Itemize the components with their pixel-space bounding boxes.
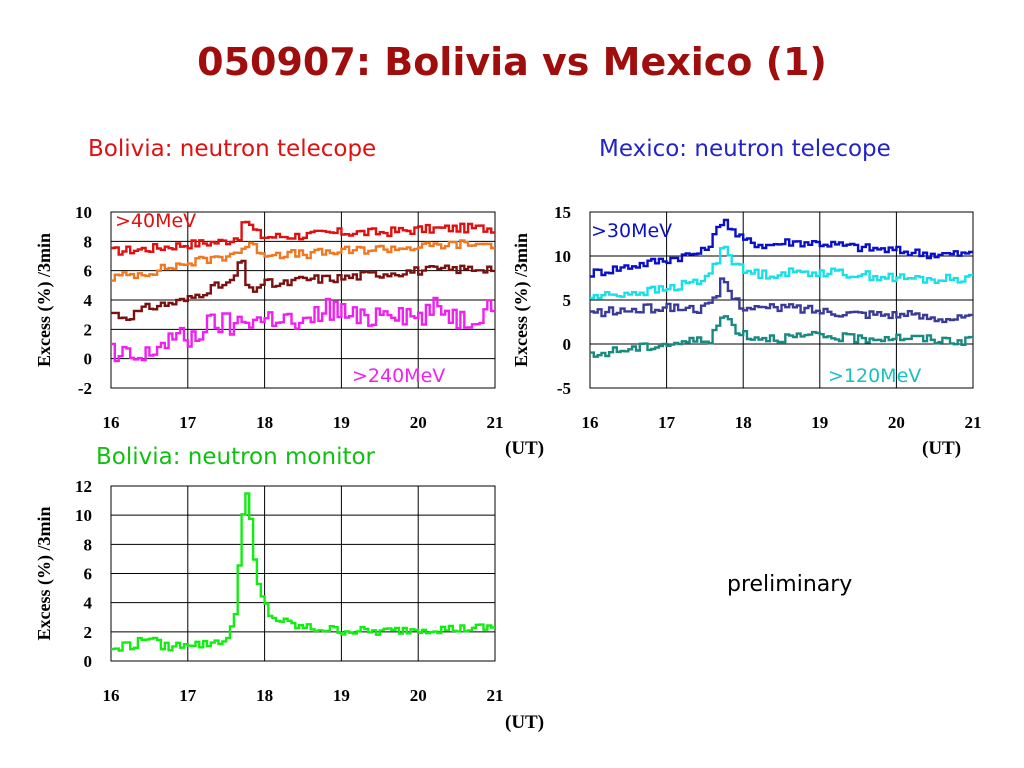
label-240mev: >240MeV <box>352 365 445 387</box>
series-line <box>590 315 973 358</box>
y-tick-label: 10 <box>554 247 571 266</box>
y-axis-label: Excess (%) /3min <box>34 507 55 641</box>
label-30mev: >30MeV <box>591 220 672 242</box>
ut-label-mexico-telescope: (UT) <box>922 438 962 459</box>
x-tick-label: 20 <box>410 686 427 705</box>
x-tick-label: 16 <box>582 413 599 432</box>
y-tick-label: 10 <box>75 506 92 525</box>
x-tick-label: 19 <box>333 413 350 432</box>
y-tick-label: 6 <box>84 262 93 281</box>
x-tick-label: 21 <box>487 413 504 432</box>
x-tick-label: 20 <box>888 413 905 432</box>
y-tick-label: 2 <box>84 320 93 339</box>
x-tick-label: 20 <box>410 413 427 432</box>
x-tick-label: 17 <box>658 413 676 432</box>
x-tick-label: 17 <box>179 686 197 705</box>
y-tick-label: 2 <box>84 623 93 642</box>
y-tick-label: 12 <box>75 477 92 496</box>
y-tick-label: 6 <box>84 565 93 584</box>
x-tick-label: 21 <box>965 413 982 432</box>
y-tick-label: 5 <box>563 291 572 310</box>
preliminary-note: preliminary <box>727 572 853 597</box>
y-tick-label: 0 <box>563 335 572 354</box>
ut-label-bolivia-telescope: (UT) <box>505 438 545 459</box>
x-tick-label: 19 <box>333 686 350 705</box>
series-line <box>111 239 495 282</box>
slide-title: 050907: Bolivia vs Mexico (1) <box>197 40 827 84</box>
y-axis-label: Excess (%) /3min <box>34 233 55 367</box>
series-line <box>590 277 973 324</box>
series-line <box>111 492 495 652</box>
y-tick-label: 0 <box>84 350 93 369</box>
series-line <box>111 259 495 321</box>
x-tick-label: 18 <box>256 686 273 705</box>
subtitle-bolivia-monitor: Bolivia: neutron monitor <box>96 444 376 470</box>
series-line <box>590 218 973 278</box>
y-tick-label: 8 <box>84 535 93 554</box>
series-line <box>111 220 495 256</box>
y-tick-label: 10 <box>75 203 92 222</box>
series-line <box>590 245 973 300</box>
y-tick-label: 4 <box>84 594 93 613</box>
y-tick-label: -2 <box>78 379 92 398</box>
ut-label-bolivia-monitor: (UT) <box>505 712 545 733</box>
y-tick-label: -5 <box>557 379 571 398</box>
y-axis-label: Excess (%) /3min <box>511 233 532 367</box>
x-tick-label: 16 <box>103 413 120 432</box>
y-tick-label: 4 <box>84 291 93 310</box>
y-tick-label: 0 <box>84 652 93 671</box>
x-tick-label: 18 <box>256 413 273 432</box>
x-tick-label: 18 <box>735 413 752 432</box>
y-tick-label: 15 <box>554 203 571 222</box>
x-tick-label: 19 <box>811 413 828 432</box>
x-tick-label: 21 <box>487 686 504 705</box>
x-tick-label: 16 <box>103 686 120 705</box>
label-120mev: >120MeV <box>828 365 921 387</box>
x-tick-label: 17 <box>179 413 197 432</box>
series-line <box>111 296 495 363</box>
subtitle-bolivia-telescope: Bolivia: neutron telecope <box>88 136 377 162</box>
subtitle-mexico-telescope: Mexico: neutron telecope <box>599 136 891 162</box>
label-40mev: >40MeV <box>115 210 196 232</box>
y-tick-label: 8 <box>84 232 93 251</box>
